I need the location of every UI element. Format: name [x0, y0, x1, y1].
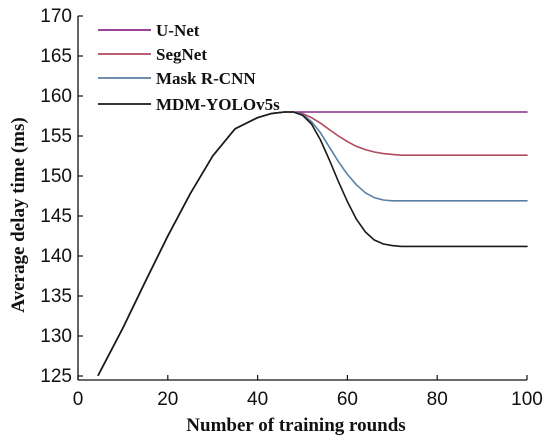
- y-tick-label: 130: [40, 326, 72, 347]
- y-tick-label: 165: [40, 46, 72, 67]
- y-tick-label: 135: [40, 286, 72, 307]
- legend-label-mask-r-cnn: Mask R-CNN: [156, 69, 256, 88]
- series-line-segnet: [97, 111, 528, 377]
- legend-label-segnet: SegNet: [156, 45, 207, 64]
- series-line-mask-r-cnn: [97, 111, 528, 377]
- y-tick-label: 140: [40, 246, 72, 267]
- x-tick-label: 80: [427, 389, 448, 410]
- series-lines: [97, 111, 528, 377]
- y-tick-label: 160: [40, 86, 72, 107]
- y-tick-label: 155: [40, 126, 72, 147]
- legend-label-mdm-yolov5s: MDM-YOLOv5s: [156, 95, 280, 114]
- x-tick-label: 100: [511, 389, 543, 410]
- y-tick-label: 170: [40, 6, 72, 27]
- x-tick-label: 60: [337, 389, 358, 410]
- y-tick-label: 125: [40, 366, 72, 387]
- y-tick-label: 145: [40, 206, 72, 227]
- series-line-mdm-yolov5s: [97, 111, 528, 377]
- legend-label-u-net: U-Net: [156, 21, 200, 40]
- x-tick-label: 0: [73, 389, 84, 410]
- x-tick-label: 20: [157, 389, 178, 410]
- x-axis-title: Number of training rounds: [186, 415, 405, 436]
- y-ticks: 125 130 135 140 145 150 155 160 165 170: [40, 6, 83, 387]
- legend: U-Net SegNet Mask R-CNN MDM-YOLOv5s: [98, 21, 280, 114]
- y-axis-title: Average delay time (ms): [8, 117, 29, 312]
- series-line-u-net: [97, 111, 528, 377]
- axes: [77, 16, 527, 381]
- x-ticks: 0 20 40 60 80 100: [73, 375, 543, 410]
- x-tick-label: 40: [247, 389, 268, 410]
- y-tick-label: 150: [40, 166, 72, 187]
